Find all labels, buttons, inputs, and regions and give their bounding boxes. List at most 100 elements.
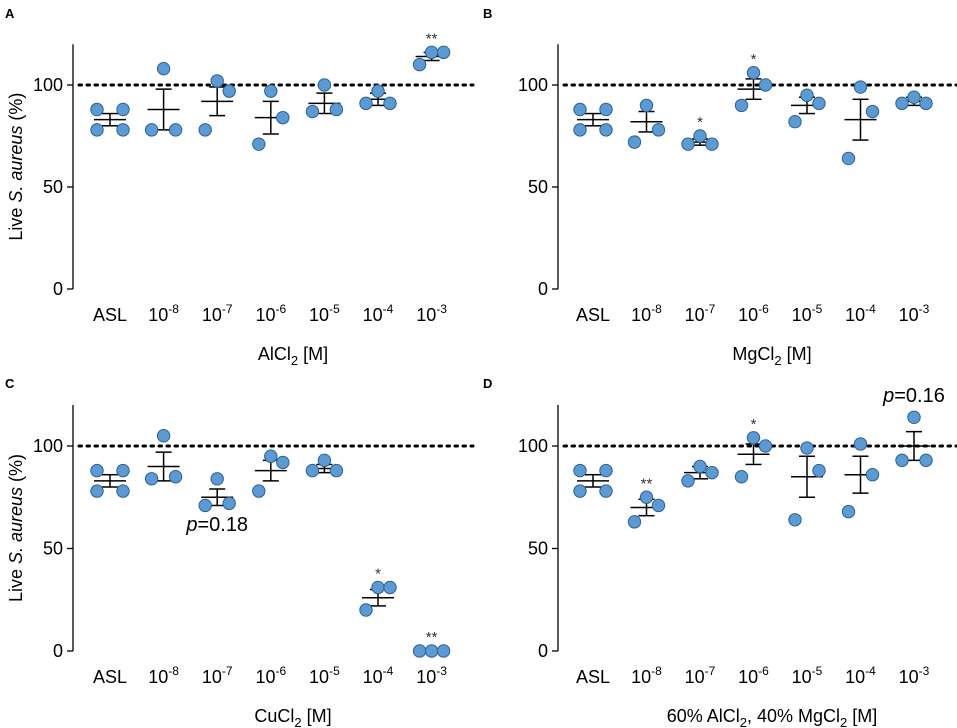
panel-c: C 0 50 100 Live S. aureus (%) ASL 10-8 10-7 10-6… — [5, 376, 475, 728]
data-point — [853, 80, 868, 94]
data-point — [424, 644, 439, 658]
data-point — [651, 498, 666, 513]
x-tick-label: 10-4 — [363, 664, 394, 687]
data-point — [919, 453, 933, 468]
data-point — [276, 455, 290, 470]
x-tick-label: ASL — [93, 667, 127, 687]
data-point — [383, 96, 397, 111]
y-tick-label: 0 — [538, 641, 548, 661]
x-tick-label: 10-8 — [148, 302, 179, 325]
significance-marker: * — [751, 416, 757, 433]
data-point — [800, 88, 814, 102]
x-tick-label: 10-8 — [631, 302, 662, 325]
x-tick-label: 10-4 — [845, 302, 876, 325]
data-point — [758, 78, 773, 92]
significance-marker: ** — [426, 629, 438, 646]
panel-letter: D — [483, 376, 492, 391]
y-tick-label: 50 — [43, 539, 63, 559]
x-tick-label: 10-8 — [631, 664, 662, 687]
p-value-note: p=0.16 — [882, 385, 945, 407]
panel-b: B 0 50 100 ASL 10-8 10-7 10-6 10-5 10-4 10-3 MgCl2 … — [483, 6, 957, 368]
x-tick-label: 10-6 — [738, 302, 769, 325]
data-point — [627, 135, 642, 149]
data-point — [252, 137, 266, 151]
data-point — [627, 515, 642, 529]
data-point — [681, 474, 695, 488]
data-point — [371, 580, 385, 595]
data-point — [800, 441, 814, 455]
data-point — [573, 102, 587, 117]
data-point — [412, 644, 427, 658]
data-point — [198, 123, 212, 137]
data-point — [573, 484, 587, 498]
data-point — [90, 463, 104, 478]
significance-marker: * — [697, 114, 703, 131]
significance-marker: ** — [426, 30, 438, 47]
data-point — [329, 102, 344, 117]
data-point — [841, 504, 856, 519]
data-point — [317, 453, 332, 468]
data-point — [276, 110, 290, 125]
x-tick-label: 10-8 — [148, 664, 179, 687]
y-tick-label: 100 — [33, 436, 63, 456]
data-point — [639, 490, 654, 504]
data-point — [329, 463, 344, 478]
data-point — [436, 45, 451, 60]
x-tick-label: 10-3 — [899, 664, 930, 687]
data-point — [573, 123, 587, 137]
data-point — [639, 98, 654, 113]
x-tick-label: 10-3 — [899, 302, 930, 325]
data-point — [599, 123, 613, 137]
data-point — [317, 78, 332, 92]
data-point — [144, 123, 159, 137]
data-point — [705, 137, 719, 151]
x-tick-label: ASL — [576, 667, 610, 687]
x-axis-label: MgCl2 [M] — [732, 344, 811, 368]
data-point — [599, 463, 613, 478]
data-point — [156, 429, 171, 443]
x-tick-label: 10-7 — [685, 664, 716, 687]
x-tick-label: 10-5 — [792, 664, 823, 687]
x-axis-label: CuCl2 [M] — [254, 706, 331, 728]
y-tick-label: 100 — [33, 75, 63, 95]
x-tick-label: 10-6 — [255, 664, 286, 687]
x-tick-label: 10-6 — [255, 302, 286, 325]
data-point — [841, 151, 856, 166]
y-tick-label: 0 — [538, 279, 548, 299]
data-point — [305, 463, 320, 478]
data-point — [788, 115, 802, 129]
x-tick-label: 10-6 — [738, 664, 769, 687]
x-tick-label: 10-5 — [309, 664, 340, 687]
data-point — [693, 459, 707, 474]
x-tick-label: 10-5 — [792, 302, 823, 325]
data-point — [599, 102, 613, 117]
x-tick-label: ASL — [576, 305, 610, 325]
panel-letter: A — [5, 6, 15, 21]
y-tick-label: 50 — [528, 539, 548, 559]
data-point — [746, 66, 761, 80]
significance-marker: * — [751, 51, 757, 68]
data-point — [264, 449, 278, 463]
significance-marker: ** — [641, 475, 653, 492]
x-tick-label: 10-4 — [363, 302, 394, 325]
data-point — [359, 603, 373, 617]
x-tick-label: 10-5 — [309, 302, 340, 325]
y-tick-label: 100 — [518, 436, 548, 456]
data-point — [705, 465, 719, 480]
data-point — [116, 484, 130, 498]
data-point — [264, 84, 278, 98]
data-point — [90, 102, 104, 117]
data-point — [895, 453, 909, 468]
data-point — [436, 644, 451, 658]
data-point — [895, 96, 909, 111]
data-point — [305, 104, 320, 119]
y-tick-label: 0 — [53, 641, 63, 661]
data-point — [156, 61, 171, 76]
x-tick-label: 10-3 — [416, 664, 447, 687]
data-point — [865, 468, 880, 482]
data-point — [222, 84, 236, 98]
panel-letter: B — [483, 6, 492, 21]
data-point — [424, 45, 439, 60]
x-tick-label: 10-7 — [202, 664, 233, 687]
